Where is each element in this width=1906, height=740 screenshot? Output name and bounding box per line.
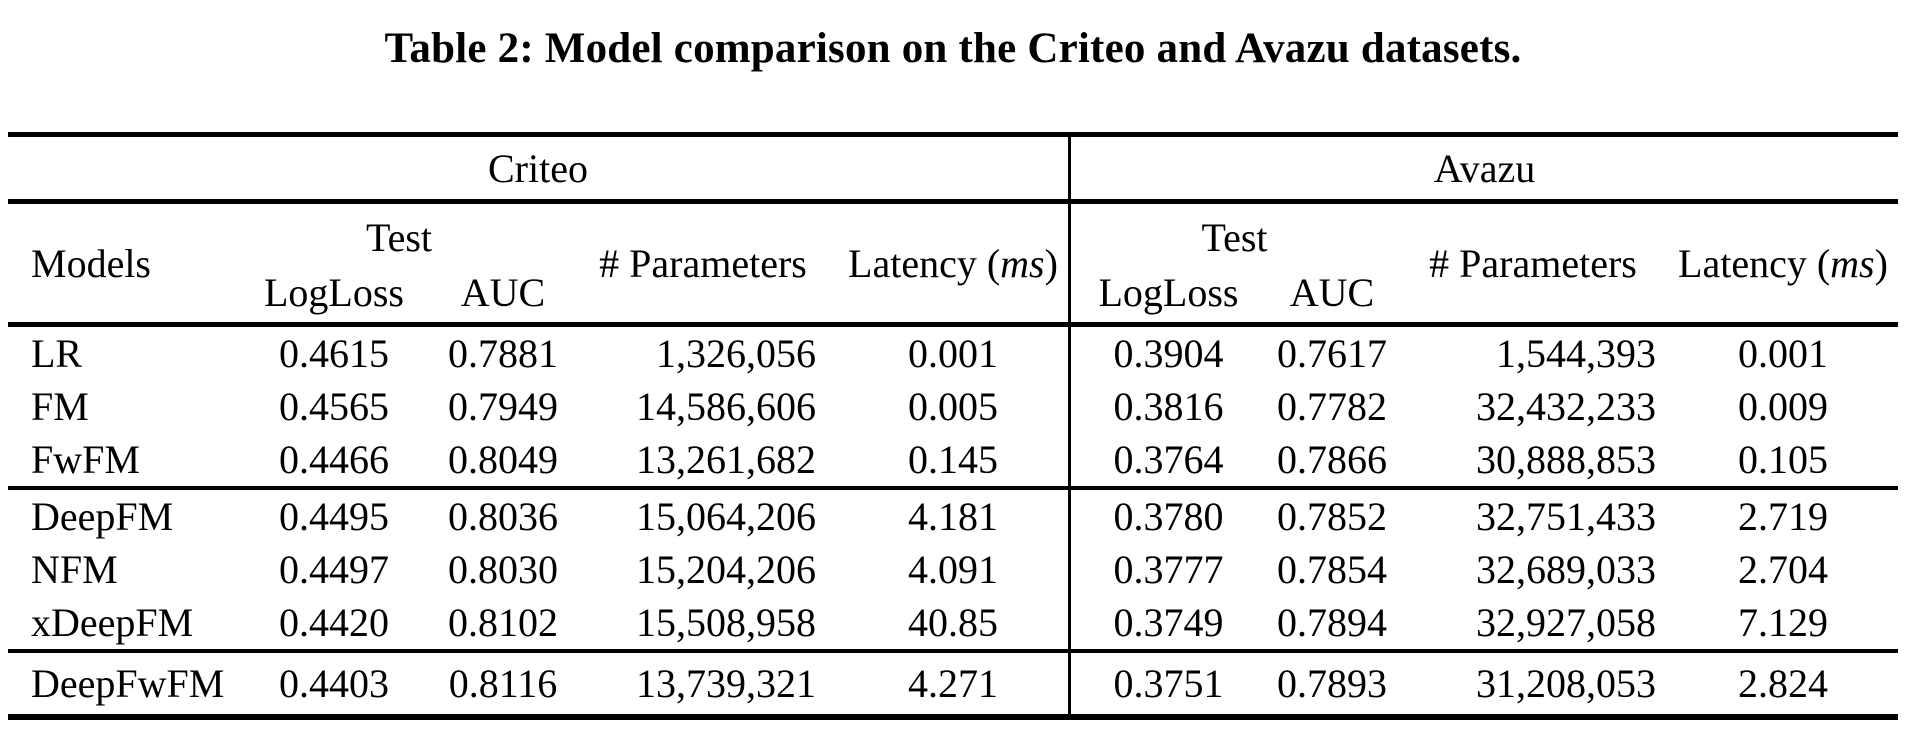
avazu-auc-cell: 0.7894: [1277, 600, 1387, 645]
avazu-latency-cell: 0.001: [1738, 331, 1828, 376]
avazu-logloss-cell: 0.3816: [1068, 380, 1266, 433]
table-row-deepfm: DeepFM 0.4495 0.8036 15,064,206 4.181 0.…: [8, 490, 1898, 543]
criteo-logloss-cell: 0.4403: [279, 661, 389, 706]
avazu-parameters-cell: 32,689,033: [1476, 547, 1656, 592]
criteo-logloss-header: LogLoss: [264, 270, 404, 315]
group-header-rule: [8, 199, 1898, 204]
criteo-logloss-cell: 0.4565: [279, 384, 389, 429]
avazu-auc-cell: 0.7852: [1277, 494, 1387, 539]
criteo-auc-cell: 0.8036: [448, 494, 558, 539]
avazu-auc-cell: 0.7782: [1277, 384, 1387, 429]
avazu-logloss-cell: 0.3777: [1068, 543, 1266, 596]
criteo-parameters-cell: 15,204,206: [636, 547, 816, 592]
criteo-test-header-block: Test LogLoss AUC: [230, 204, 568, 322]
avazu-auc-header: AUC: [1289, 270, 1375, 315]
criteo-latency-cell: 0.001: [908, 331, 998, 376]
table-row-nfm: NFM 0.4497 0.8030 15,204,206 4.091 0.377…: [8, 543, 1898, 596]
criteo-latency-cell: 4.181: [908, 494, 998, 539]
criteo-logloss-cell: 0.4495: [279, 494, 389, 539]
dataset-group-header-row: Criteo Avazu: [8, 137, 1898, 199]
table-row-lr: LR 0.4615 0.7881 1,326,056 0.001 0.3904 …: [8, 327, 1898, 380]
criteo-logloss-cell: 0.4466: [279, 437, 389, 482]
model-name-cell: NFM: [31, 547, 118, 592]
criteo-latency-cell: 0.145: [908, 437, 998, 482]
avazu-latency-cell: 2.704: [1738, 547, 1828, 592]
criteo-auc-cell: 0.8102: [448, 600, 558, 645]
model-name-cell: xDeepFM: [31, 600, 194, 645]
avazu-parameters-cell: 1,544,393: [1496, 331, 1656, 376]
criteo-auc-cell: 0.8116: [448, 661, 558, 706]
avazu-auc-cell: 0.7854: [1277, 547, 1387, 592]
avazu-test-header-block: Test LogLoss AUC: [1068, 204, 1398, 322]
column-header-row: Models Test LogLoss AUC # Parameters Lat…: [8, 204, 1898, 322]
model-name-cell: DeepFwFM: [31, 661, 225, 706]
criteo-auc-cell: 0.8030: [448, 547, 558, 592]
avazu-logloss-cell: 0.3749: [1068, 596, 1266, 649]
comparison-table: Criteo Avazu Models Test LogLoss AUC # P…: [8, 132, 1898, 720]
table-row-fwfm: FwFM 0.4466 0.8049 13,261,682 0.145 0.37…: [8, 433, 1898, 486]
criteo-parameters-cell: 13,739,321: [636, 661, 816, 706]
latency-unit-criteo: ms: [1000, 240, 1045, 286]
avazu-auc-cell: 0.7617: [1277, 331, 1387, 376]
avazu-latency-cell: 7.129: [1738, 600, 1828, 645]
criteo-group-header: Criteo: [488, 145, 588, 191]
criteo-logloss-cell: 0.4420: [279, 600, 389, 645]
column-header-rule: [8, 322, 1898, 327]
avazu-test-sublabels: LogLoss AUC: [1071, 269, 1398, 316]
criteo-latency-cell: 4.091: [908, 547, 998, 592]
models-column-header: Models: [31, 240, 151, 286]
table-caption: Table 2: Model comparison on the Criteo …: [384, 25, 1522, 72]
model-name-cell: LR: [31, 331, 83, 376]
criteo-test-label: Test: [365, 215, 433, 260]
avazu-parameters-cell: 32,927,058: [1476, 600, 1656, 645]
avazu-parameters-cell: 31,208,053: [1476, 661, 1656, 706]
avazu-logloss-cell: 0.3764: [1068, 433, 1266, 486]
avazu-latency-cell: 0.009: [1738, 384, 1828, 429]
avazu-logloss-cell: 0.3904: [1068, 327, 1266, 380]
criteo-latency-cell: 4.271: [908, 661, 998, 706]
avazu-test-label: Test: [1201, 215, 1268, 260]
model-name-cell: FM: [31, 384, 89, 429]
criteo-logloss-cell: 0.4615: [279, 331, 389, 376]
avazu-logloss-cell: 0.3780: [1068, 490, 1266, 543]
criteo-parameters-cell: 13,261,682: [636, 437, 816, 482]
deep-deepfwfm-separator-rule: [8, 649, 1898, 653]
shallow-deep-separator-rule: [8, 486, 1898, 490]
avazu-parameters-cell: 32,432,233: [1476, 384, 1656, 429]
criteo-parameters-cell: 15,064,206: [636, 494, 816, 539]
avazu-group-header: Avazu: [1068, 137, 1898, 199]
criteo-auc-cell: 0.7881: [448, 331, 558, 376]
avazu-latency-cell: 2.824: [1738, 661, 1828, 706]
table-row-fm: FM 0.4565 0.7949 14,586,606 0.005 0.3816…: [8, 380, 1898, 433]
criteo-test-sublabels: LogLoss AUC: [230, 269, 568, 316]
avazu-auc-cell: 0.7893: [1277, 661, 1387, 706]
criteo-auc-header: AUC: [460, 270, 546, 315]
avazu-latency-header: Latency (ms): [1678, 240, 1888, 286]
latency-unit-avazu: ms: [1830, 240, 1875, 286]
criteo-parameters-cell: 14,586,606: [636, 384, 816, 429]
avazu-latency-cell: 0.105: [1738, 437, 1828, 482]
table-row-deepfwfm: DeepFwFM 0.4403 0.8116 13,739,321 4.271 …: [8, 653, 1898, 714]
criteo-latency-header: Latency (ms): [848, 240, 1058, 286]
avazu-parameters-header: # Parameters: [1429, 240, 1637, 286]
avazu-parameters-cell: 32,751,433: [1476, 494, 1656, 539]
avazu-logloss-cell: 0.3751: [1068, 653, 1266, 714]
criteo-latency-cell: 0.005: [908, 384, 998, 429]
criteo-latency-cell: 40.85: [908, 600, 998, 645]
top-rule: [8, 132, 1898, 137]
model-name-cell: FwFM: [31, 437, 140, 482]
criteo-parameters-header: # Parameters: [599, 240, 807, 286]
avazu-parameters-cell: 30,888,853: [1476, 437, 1656, 482]
criteo-auc-cell: 0.7949: [448, 384, 558, 429]
avazu-auc-cell: 0.7866: [1277, 437, 1387, 482]
model-name-cell: DeepFM: [31, 494, 174, 539]
avazu-logloss-header: LogLoss: [1098, 270, 1239, 315]
criteo-parameters-cell: 1,326,056: [656, 331, 816, 376]
bottom-rule: [8, 714, 1898, 720]
table-row-xdeepfm: xDeepFM 0.4420 0.8102 15,508,958 40.85 0…: [8, 596, 1898, 649]
criteo-auc-cell: 0.8049: [448, 437, 558, 482]
criteo-parameters-cell: 15,508,958: [636, 600, 816, 645]
avazu-latency-cell: 2.719: [1738, 494, 1828, 539]
criteo-logloss-cell: 0.4497: [279, 547, 389, 592]
